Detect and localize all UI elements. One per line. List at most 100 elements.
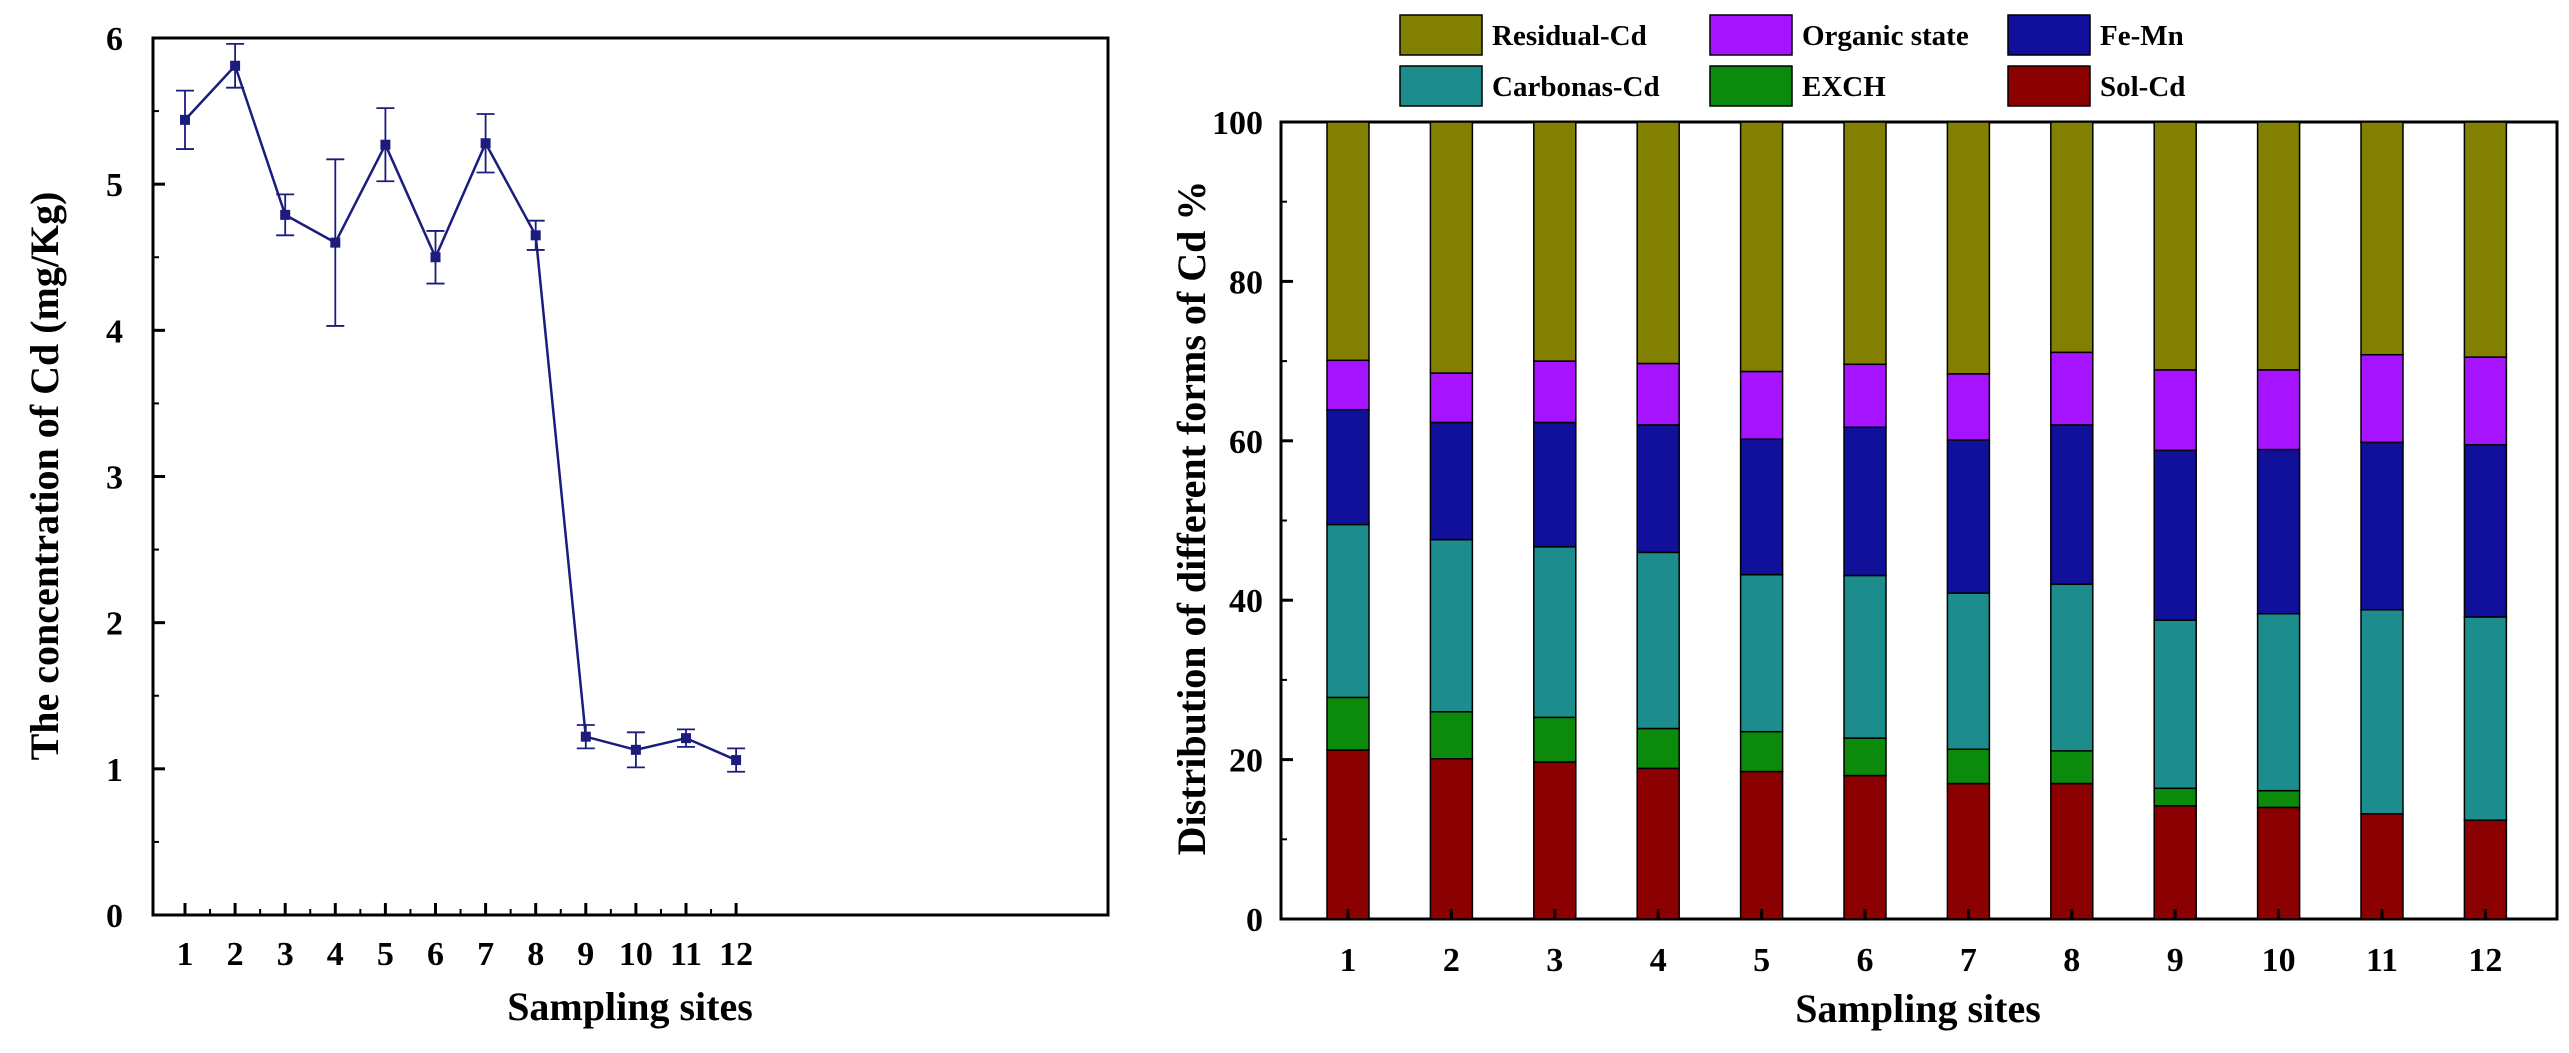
bar-segment [1946,373,1991,441]
x-tick-label: 6 [1857,942,1874,979]
data-point [330,237,341,248]
bar-chart-y-axis: 0 20 40 60 80 100 [1212,105,1293,939]
data-point [230,60,241,71]
bar-segment [1843,121,1887,366]
bar-segment [2256,789,2301,809]
bar-segment [1946,782,1991,920]
y-tick-label: 0 [1246,902,1263,939]
bar-segment [1429,121,1474,374]
legend-label: Organic state [1802,20,1969,52]
line-chart-x-axis: 1 2 3 4 5 6 7 8 9 10 11 12 [177,903,753,973]
bar-segment [2360,121,2404,356]
y-tick-label: 100 [1212,105,1263,142]
bar-segment [2153,805,2197,920]
bar-segment [1946,592,1991,750]
y-tick-label: 20 [1229,743,1263,780]
line-chart-series [176,42,746,773]
y-tick-label: 0 [106,898,123,935]
data-point [580,731,591,742]
legend-label: Carbonas-Cd [1492,71,1660,103]
line-chart-x-title: Sampling sites [507,984,753,1029]
bar-segment [1326,696,1370,751]
x-tick-label: 7 [477,936,494,973]
x-tick-label: 2 [1443,942,1460,979]
bar-segment [1533,121,1577,362]
legend-swatch [2007,14,2091,56]
bar-chart-x-axis: 1 2 3 4 5 6 7 8 9 10 11 12 [1340,909,2502,979]
bar-segment [1739,370,1784,440]
bar-segment [2463,616,2508,821]
bar-segment [1326,749,1370,920]
bar-segment [2360,609,2404,815]
bar-segment [1739,730,1784,773]
bar-segment [1429,421,1474,541]
bar-chart-bars [1326,121,2508,920]
bar-segment [1636,362,1680,426]
bar-segment [1429,758,1474,920]
bar-segment [1429,538,1474,713]
x-tick-label: 4 [327,936,344,973]
bar-segment [1946,748,1991,785]
bar-segment [1636,424,1680,554]
y-tick-label: 2 [106,606,123,643]
bar-segment [1843,363,1887,429]
bar-segment [2360,813,2404,920]
bar-segment [2050,121,2094,354]
bar-segment [2256,806,2301,920]
x-tick-label: 11 [670,936,702,973]
legend-swatch [1709,14,1793,56]
bar-segment [2360,441,2404,611]
concentration-line [184,63,737,762]
bar-segment [2256,612,2301,792]
legend-item: Residual-Cd [1399,14,1647,56]
legend-swatch [1399,14,1483,56]
x-tick-label: 8 [2063,942,2080,979]
legend-label: Sol-Cd [2100,71,2185,103]
bar-segment [1326,408,1370,526]
bar-segment [2153,449,2197,621]
y-tick-label: 6 [106,21,123,58]
bar-chart-y-title: Distribution of different forms of Cd % [1169,181,1214,856]
legend-item: Carbonas-Cd [1399,65,1660,107]
bar-segment [1739,770,1784,920]
bar-segment [2463,819,2508,920]
x-tick-label: 9 [2167,942,2184,979]
x-tick-label: 6 [427,936,444,973]
bar-segment [1636,551,1680,730]
x-tick-label: 10 [619,936,653,973]
y-tick-label: 3 [106,460,123,497]
data-point [681,733,691,744]
x-tick-label: 4 [1650,942,1667,979]
x-tick-label: 12 [719,936,753,973]
bar-segment [1533,421,1577,548]
bar-segment [1636,767,1680,920]
bar-segment [2050,583,2094,752]
legend-swatch [2007,65,2091,107]
data-point [630,744,641,755]
data-point [280,209,291,220]
bar-segment [1326,121,1370,362]
data-point [530,230,541,241]
x-tick-label: 3 [1546,942,1563,979]
bar-segment [1533,360,1577,424]
bar-segment [2256,448,2301,615]
bar-segment [1739,573,1784,733]
bar-segment [1843,426,1887,577]
y-tick-label: 40 [1229,583,1263,620]
x-tick-label: 12 [2468,942,2502,979]
bar-segment [2050,782,2094,920]
y-tick-label: 1 [106,752,123,789]
bar-segment [2256,121,2301,371]
bar-segment [2050,351,2094,426]
x-tick-label: 1 [1340,942,1357,979]
x-tick-label: 9 [577,936,594,973]
bar-chart-legend: Residual-Cd Organic state Fe-Mn Carbonas-Cd… [1399,14,2185,107]
bar-segment [1429,372,1474,424]
bar-chart-x-title: Sampling sites [1795,986,2041,1031]
legend-label: Fe-Mn [2100,20,2184,52]
data-point [731,755,742,766]
x-tick-label: 7 [1960,942,1977,979]
bar-segment [2463,121,2508,358]
